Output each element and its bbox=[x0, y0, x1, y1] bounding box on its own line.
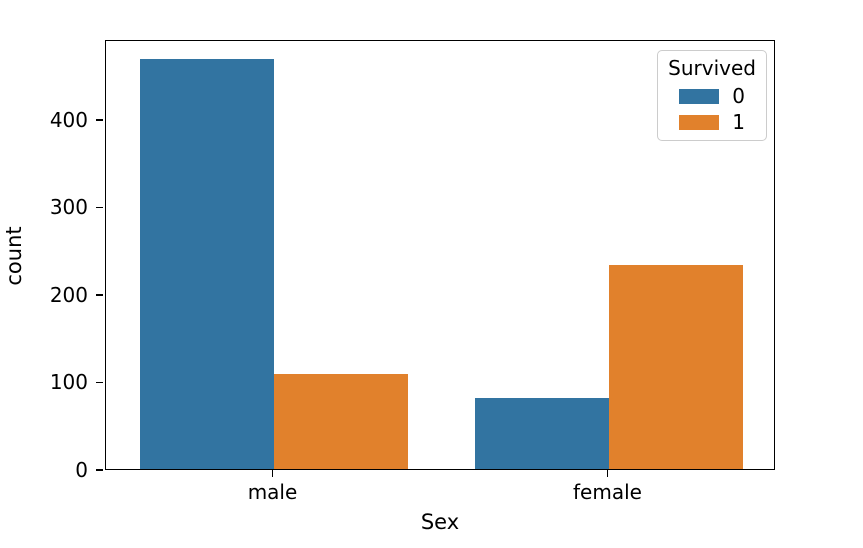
legend-title: Survived bbox=[668, 56, 756, 80]
legend-label-0: 0 bbox=[732, 84, 745, 108]
plot-area: Survived 0 1 bbox=[105, 40, 775, 470]
bar-male-survived-0 bbox=[139, 59, 274, 469]
y-tick-mark-300 bbox=[96, 206, 103, 209]
y-tick-mark-200 bbox=[96, 294, 103, 296]
bar-female-survived-1 bbox=[608, 265, 743, 469]
y-tick-label-300: 300 bbox=[49, 195, 88, 220]
y-tick-label-200: 200 bbox=[49, 282, 88, 307]
y-tick-mark-0 bbox=[96, 469, 103, 471]
legend-label-1: 1 bbox=[732, 110, 745, 134]
legend: Survived 0 1 bbox=[657, 50, 767, 141]
x-tick-mark-female bbox=[606, 470, 609, 477]
y-tick-label-100: 100 bbox=[49, 370, 88, 395]
legend-swatch-0-icon bbox=[679, 88, 720, 104]
x-tick-label-female: female bbox=[573, 480, 642, 504]
x-tick-mark-male bbox=[271, 470, 274, 477]
legend-entry-survived-0: 0 bbox=[668, 86, 756, 106]
y-tick-label-400: 400 bbox=[49, 107, 88, 132]
y-tick-mark-100 bbox=[96, 381, 103, 384]
bar-female-survived-0 bbox=[474, 398, 609, 469]
legend-entry-survived-1: 1 bbox=[668, 112, 756, 132]
y-axis-label: count bbox=[2, 226, 26, 286]
y-tick-label-0: 0 bbox=[75, 458, 88, 482]
legend-swatch-1-icon bbox=[679, 114, 720, 130]
bar-male-survived-1 bbox=[273, 373, 408, 469]
x-axis-label: Sex bbox=[420, 510, 460, 534]
y-tick-mark-400 bbox=[96, 119, 103, 121]
x-tick-label-male: male bbox=[247, 480, 298, 504]
